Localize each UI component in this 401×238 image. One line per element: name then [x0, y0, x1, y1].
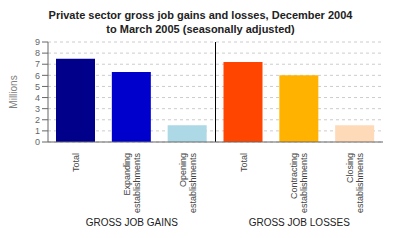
svg-text:4: 4: [35, 93, 40, 103]
svg-text:0: 0: [35, 137, 40, 147]
svg-text:7: 7: [35, 59, 40, 69]
svg-text:Expandingestablishments: Expandingestablishments: [122, 153, 142, 214]
svg-text:Contractingestablishments: Contractingestablishments: [289, 153, 309, 214]
svg-text:8: 8: [35, 48, 40, 58]
svg-text:Total: Total: [239, 153, 249, 172]
html-text:Private sector gross job gains: Private sector gross job gains and losse…: [48, 9, 353, 35]
svg-text:5: 5: [35, 82, 40, 92]
svg-text:Closingestablishments: Closingestablishments: [345, 153, 365, 214]
html-text:GROSS JOB LOSSES: GROSS JOB LOSSES: [248, 217, 350, 228]
svg-text:Total: Total: [71, 153, 81, 172]
svg-text:3: 3: [35, 104, 40, 114]
svg-text:6: 6: [35, 71, 40, 81]
svg-text:1: 1: [35, 126, 40, 136]
svg-text:Millions: Millions: [8, 75, 19, 108]
html-text:GROSS JOB GAINS: GROSS JOB GAINS: [85, 217, 178, 228]
svg-text:9: 9: [35, 38, 40, 47]
svg-text:Openingestablishments: Openingestablishments: [178, 153, 198, 214]
svg-text:2: 2: [35, 115, 40, 125]
